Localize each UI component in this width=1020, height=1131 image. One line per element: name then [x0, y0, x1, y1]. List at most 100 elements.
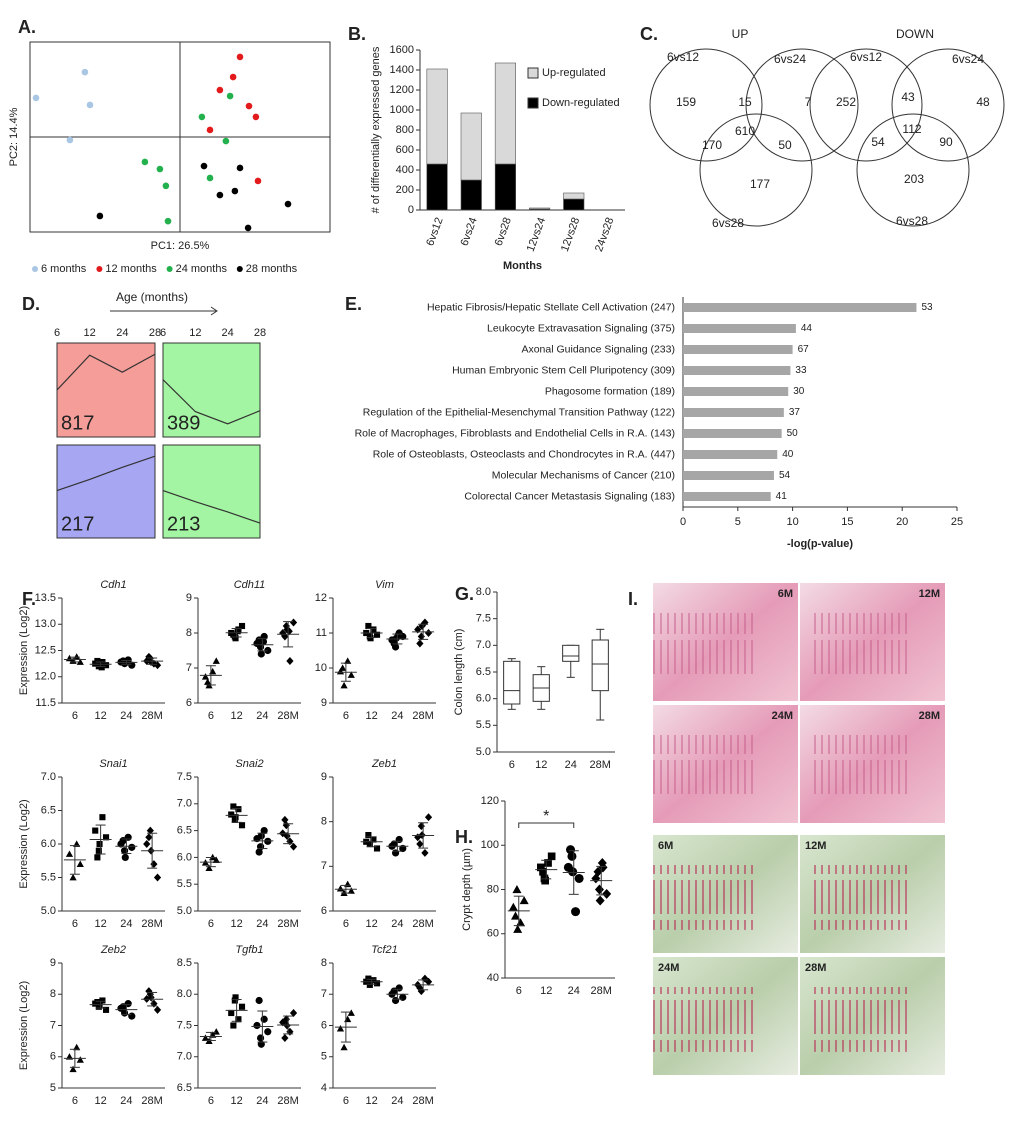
category-label: Phagosome formation (189) — [545, 385, 675, 397]
point — [336, 885, 345, 892]
point — [69, 873, 77, 881]
point — [146, 826, 154, 835]
venn-count: 610 — [735, 124, 755, 138]
y-tick-label: 8 — [321, 816, 327, 828]
y-tick-label: 1600 — [390, 44, 414, 56]
point — [164, 217, 172, 225]
bar-label: 41 — [776, 491, 788, 502]
point — [212, 657, 220, 664]
y-tick-label: 12.5 — [35, 644, 56, 656]
point — [120, 1009, 129, 1017]
point — [76, 658, 84, 665]
point — [76, 860, 84, 867]
category-label: Colorectal Cancer Metastasis Signaling (… — [464, 490, 675, 502]
x-tick-label: 12 — [231, 710, 243, 722]
x-tick-label: 10 — [786, 516, 798, 528]
point — [511, 911, 521, 920]
histology-texture — [653, 987, 755, 1052]
x-tick-label: 24 — [391, 918, 403, 930]
venn-set-label: 6vs12 — [667, 50, 699, 64]
point — [595, 895, 605, 906]
bar — [683, 366, 791, 375]
y-tick-label: 9 — [186, 592, 192, 604]
venn-title: UP — [732, 27, 749, 41]
point — [145, 833, 153, 842]
point — [153, 1005, 162, 1014]
bar-label: 30 — [793, 386, 805, 397]
point — [232, 635, 239, 642]
panel-label: E. — [345, 294, 362, 314]
x-tick-label: 12 — [540, 985, 552, 997]
point — [212, 856, 220, 863]
venn-count: 90 — [939, 135, 953, 149]
point — [282, 821, 290, 830]
y-axis-label: # of differentially expressed genes — [370, 46, 382, 213]
bar — [683, 387, 789, 396]
venn-count: 177 — [750, 177, 770, 191]
point — [236, 53, 244, 61]
trend-tick-label: 12 — [84, 327, 96, 339]
point — [284, 200, 292, 208]
subplot-title: Tcf21 — [371, 944, 398, 956]
y-axis-label: Expression (Log2) — [18, 606, 30, 695]
point — [121, 853, 129, 861]
subplot-title: Zeb1 — [371, 758, 397, 770]
point — [234, 628, 241, 635]
point — [162, 182, 170, 190]
x-tick-label: 25 — [951, 516, 963, 528]
cluster-profile — [56, 353, 156, 391]
point — [229, 73, 237, 81]
venn-count: 54 — [871, 135, 885, 149]
point — [339, 664, 347, 671]
point — [416, 840, 424, 848]
point — [285, 627, 293, 636]
trend-tick-label: 28 — [254, 327, 266, 339]
venn-set-label: 6vs12 — [850, 50, 882, 64]
y-tick-label: 11 — [316, 627, 327, 639]
point — [347, 1009, 355, 1016]
panel-label: B. — [348, 24, 366, 44]
venn-count: 50 — [778, 138, 792, 152]
point — [201, 673, 210, 680]
bar-segment — [494, 163, 516, 211]
point — [264, 646, 272, 655]
venn-circle — [699, 113, 813, 227]
y-tick-label: 8.0 — [177, 988, 192, 1000]
venn-set-label: 6vs24 — [774, 52, 806, 66]
point — [336, 667, 345, 675]
venn-count: 159 — [676, 95, 696, 109]
venn-circle — [649, 48, 763, 162]
point — [153, 661, 162, 670]
y-tick-label: 5.0 — [41, 905, 56, 917]
bar — [683, 303, 917, 312]
box — [591, 639, 609, 692]
point — [286, 837, 294, 846]
x-tick-label: 28M — [141, 1095, 162, 1107]
subplot-title: Cdh11 — [234, 579, 266, 591]
point — [255, 848, 263, 856]
histology-label: 12M — [805, 840, 826, 852]
point — [373, 980, 381, 987]
x-tick-label: 28M — [277, 918, 298, 930]
x-tick-label: 6 — [343, 1095, 349, 1107]
y-tick-label: 80 — [487, 883, 499, 895]
point — [231, 187, 239, 195]
point — [66, 136, 74, 144]
point — [519, 896, 529, 905]
point — [226, 92, 234, 100]
significance-label: * — [543, 808, 549, 825]
x-tick-label: 12 — [366, 1095, 378, 1107]
y-tick-label: 40 — [487, 972, 499, 984]
trend-tick-label: 12 — [189, 327, 201, 339]
subplot-title: Snai1 — [99, 758, 127, 770]
point — [94, 854, 101, 861]
category-label: Role of Osteoblasts, Osteoclasts and Cho… — [373, 448, 675, 460]
point — [259, 638, 268, 646]
significance-bracket — [518, 822, 575, 828]
cluster-profile — [162, 379, 261, 425]
y-tick-label: 60 — [487, 928, 499, 940]
point — [541, 876, 549, 885]
x-tick-label: 12 — [366, 710, 378, 722]
y-tick-label: 9 — [50, 957, 56, 969]
histology-texture — [653, 865, 755, 930]
